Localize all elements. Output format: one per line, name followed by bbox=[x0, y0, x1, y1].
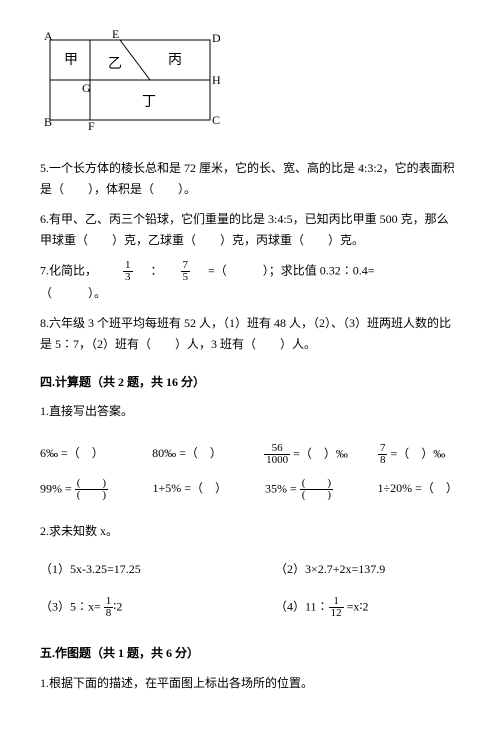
calc-2d: 1÷20% =（ ） bbox=[378, 478, 461, 501]
label-d: D bbox=[212, 31, 220, 45]
eq-3: （3）5∶x= 1 8 ∶2 bbox=[40, 596, 225, 619]
question-5: 5.一个长方体的棱长总和是 72 厘米，它的长、宽、高的比是 4:3:2，它的表… bbox=[40, 158, 460, 201]
eq-2: （2）3×2.7+2x=137.9 bbox=[275, 559, 460, 581]
calc-row-1: 6‰ =（ ） 80‰ =（ ） 56 1000 =（ ）‰ 7 8 =（ ）‰ bbox=[40, 443, 460, 466]
label-a: A bbox=[44, 30, 53, 43]
question-6: 6.有甲、乙、丙三个铅球，它们重量的比是 3:4:5，已知丙比甲重 500 克，… bbox=[40, 209, 460, 252]
q7-eq: =（ ）；求比值 0.32∶0.4= bbox=[208, 263, 375, 277]
calc-2a: 99% = ( ) ( ) bbox=[40, 478, 123, 501]
label-h: H bbox=[212, 73, 220, 87]
eq-row-2: （3）5∶x= 1 8 ∶2 （4）11∶ 1 12 =x∶2 bbox=[40, 596, 460, 619]
label-b: B bbox=[44, 115, 52, 129]
eq-row-1: （1）5x-3.25=17.25 （2）3×2.7+2x=137.9 bbox=[40, 559, 460, 581]
calc-2b: 1+5% =（ ） bbox=[153, 478, 236, 501]
calc-2c: 35% = ( ) ( ) bbox=[265, 478, 348, 501]
label-yi: 乙 bbox=[108, 56, 122, 72]
question-8: 8.六年级 3 个班平均每班有 52 人，（1）班有 48 人，（2）、（3）班… bbox=[40, 313, 460, 356]
label-f: F bbox=[88, 119, 95, 130]
label-jia: 甲 bbox=[64, 53, 78, 68]
q7-frac1: 1 3 bbox=[123, 260, 133, 283]
geometry-diagram: A E D G H B F C 甲 乙 丙 丁 bbox=[40, 30, 460, 138]
section-4-item-2: 2.求未知数 x。 bbox=[40, 521, 460, 543]
label-g: G bbox=[82, 81, 91, 95]
label-c: C bbox=[212, 113, 220, 127]
eq-4: （4）11∶ 1 12 =x∶2 bbox=[275, 596, 460, 619]
calc-row-2: 99% = ( ) ( ) 1+5% =（ ） 35% = ( ) ( ) 1÷… bbox=[40, 478, 460, 501]
section-5-header: 五.作图题（共 1 题，共 6 分） bbox=[40, 643, 460, 665]
eq-1: （1）5x-3.25=17.25 bbox=[40, 559, 225, 581]
section-5-item-1: 1.根据下面的描述，在平面图上标出各场所的位置。 bbox=[40, 673, 460, 695]
label-ding: 丁 bbox=[142, 95, 156, 110]
label-bing: 丙 bbox=[168, 53, 182, 68]
question-7: 7.化简比， 1 3 ： 7 5 =（ ）；求比值 0.32∶0.4= （ ）。 bbox=[40, 260, 460, 305]
section-4-header: 四.计算题（共 2 题，共 16 分） bbox=[40, 372, 460, 394]
q7-colon: ： bbox=[151, 263, 163, 277]
q7-tail: （ ）。 bbox=[40, 286, 106, 300]
calc-1c: 56 1000 =（ ）‰ bbox=[264, 443, 348, 466]
section-4-item-1: 1.直接写出答案。 bbox=[40, 401, 460, 423]
label-e: E bbox=[112, 30, 119, 41]
q7-frac2: 7 5 bbox=[181, 260, 191, 283]
calc-1d: 7 8 =（ ）‰ bbox=[378, 443, 460, 466]
calc-1a: 6‰ =（ ） bbox=[40, 443, 122, 466]
q7-prefix: 7.化简比， bbox=[40, 263, 97, 277]
calc-1b: 80‰ =（ ） bbox=[152, 443, 234, 466]
